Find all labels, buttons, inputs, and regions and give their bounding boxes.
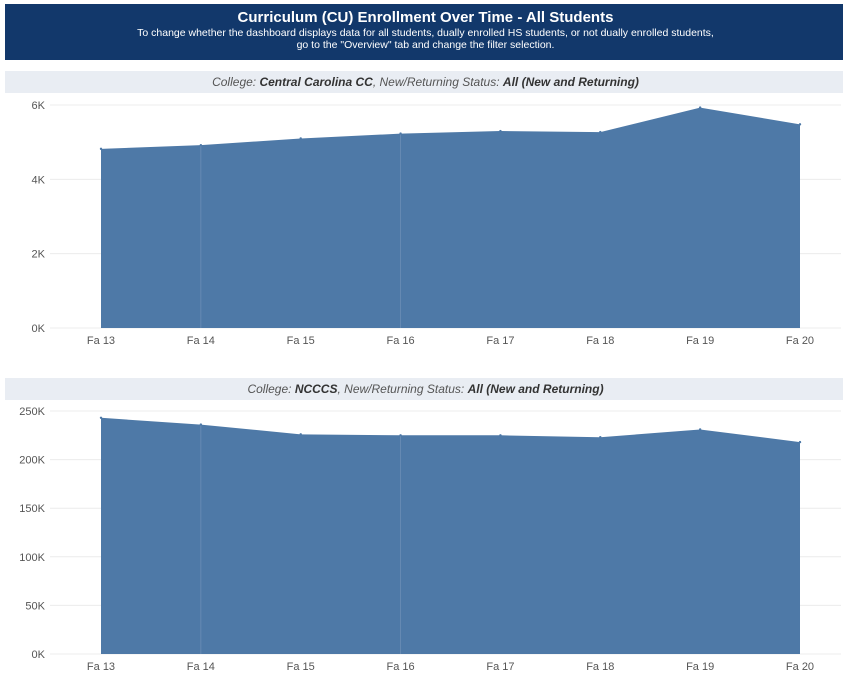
data-point	[798, 123, 802, 126]
x-tick-label: Fa 17	[486, 335, 514, 347]
data-point	[299, 433, 302, 436]
x-tick-label: Fa 15	[287, 661, 315, 673]
panel-2-filter-band: College: NCCCS, New/Returning Status: Al…	[5, 378, 843, 400]
data-point	[199, 143, 203, 147]
y-tick-label: 100K	[19, 552, 45, 564]
status-label: New/Returning Status:	[379, 75, 500, 89]
enrollment-chart-central-carolina: 0K 2K 4K 6K Fa 13 Fa 14 Fa 15 Fa 16 Fa 17 Fa 18 Fa…	[32, 100, 841, 347]
status-value: All (New and Returning)	[467, 382, 604, 396]
enrollment-chart-ncccs: 0K 50K 100K 150K 200K 250K Fa 13 Fa 14 Fa 15 Fa 1…	[19, 406, 841, 673]
data-point	[199, 423, 203, 426]
y-tick-label: 0K	[32, 649, 46, 661]
data-point	[599, 436, 602, 439]
x-tick-label: Fa 18	[586, 335, 614, 347]
y-tick-label: 4K	[32, 174, 46, 186]
data-point	[299, 137, 302, 140]
data-point	[99, 147, 103, 151]
data-point	[499, 434, 502, 437]
data-point	[399, 132, 402, 135]
college-value: Central Carolina CC	[259, 75, 373, 89]
y-tick-label: 250K	[19, 406, 45, 418]
x-tick-label: Fa 20	[786, 335, 814, 347]
data-point	[99, 416, 103, 420]
x-tick-label: Fa 14	[187, 335, 215, 347]
y-tick-label: 0K	[32, 323, 46, 335]
x-tick-label: Fa 13	[87, 335, 115, 347]
data-point	[399, 434, 402, 437]
y-tick-label: 50K	[25, 600, 45, 612]
x-tick-label: Fa 19	[686, 335, 714, 347]
x-tick-label: Fa 14	[187, 661, 215, 673]
x-tick-label: Fa 19	[686, 661, 714, 673]
x-tick-label: Fa 15	[287, 335, 315, 347]
dashboard-header: Curriculum (CU) Enrollment Over Time - A…	[5, 4, 843, 60]
data-point	[698, 428, 702, 431]
dashboard-title: Curriculum (CU) Enrollment Over Time - A…	[237, 9, 614, 26]
x-tick-label: Fa 20	[786, 661, 814, 673]
enrollment-area	[101, 107, 800, 328]
y-tick-label: 2K	[32, 249, 46, 261]
x-tick-label: Fa 13	[87, 661, 115, 673]
data-point	[698, 106, 702, 109]
x-tick-label: Fa 18	[586, 661, 614, 673]
panel-1-filter-band: College: Central Carolina CC, New/Return…	[5, 71, 843, 93]
data-point	[599, 130, 602, 134]
status-value: All (New and Returning)	[502, 75, 639, 89]
dashboard-subtitle-line2: go to the "Overview" tab and change the …	[296, 39, 555, 51]
college-label: College:	[247, 382, 292, 396]
dashboard-subtitle-line1: To change whether the dashboard displays…	[137, 27, 714, 39]
data-point	[798, 440, 802, 444]
x-tick-label: Fa 16	[387, 661, 415, 673]
status-label: New/Returning Status:	[344, 382, 465, 396]
college-value: NCCCS	[294, 382, 338, 396]
x-tick-label: Fa 16	[387, 335, 415, 347]
college-label: College:	[212, 75, 257, 89]
data-point	[499, 129, 502, 133]
y-tick-label: 200K	[19, 455, 45, 467]
y-tick-label: 150K	[19, 503, 45, 515]
enrollment-area	[101, 417, 800, 654]
x-tick-label: Fa 17	[486, 661, 514, 673]
y-tick-label: 6K	[32, 100, 46, 112]
